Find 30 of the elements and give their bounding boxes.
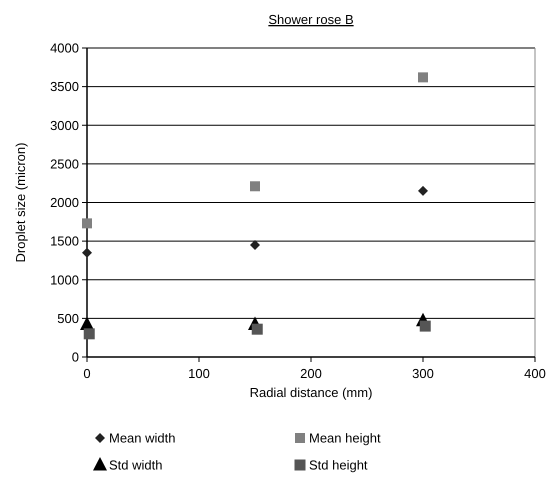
point <box>250 181 260 192</box>
legend-label: Mean height <box>309 430 381 446</box>
point <box>82 218 92 228</box>
y-tick-label: 4000 <box>50 40 79 56</box>
y-tick-label: 500 <box>57 310 79 326</box>
y-tick-label: 1500 <box>50 234 79 249</box>
x-tick-label: 100 <box>188 366 210 381</box>
y-tick-label: 3000 <box>50 118 79 133</box>
point <box>84 328 95 340</box>
legend-label: Mean width <box>109 430 176 446</box>
x-axis-title: Radial distance (mm) <box>250 385 372 400</box>
y-tick-label: 2000 <box>50 195 79 210</box>
point <box>418 186 428 196</box>
point <box>250 240 260 250</box>
legend-label: Std width <box>109 458 162 473</box>
x-tick-label: 0 <box>83 366 91 381</box>
x-tick-label: 400 <box>524 366 546 381</box>
y-tick-label: 2500 <box>50 156 79 172</box>
x-tick-label: 300 <box>412 366 434 381</box>
point <box>82 248 92 258</box>
point <box>252 324 263 335</box>
x-tick-label: 200 <box>300 366 322 381</box>
chart-title: Shower rose B <box>268 12 354 27</box>
y-tick-label: 1000 <box>50 272 79 288</box>
point <box>420 320 431 332</box>
y-tick-label: 0 <box>72 350 79 365</box>
y-axis-title: Droplet size (micron) <box>13 142 28 262</box>
legend-label: Std height <box>309 458 368 473</box>
y-tick-label: 3500 <box>50 79 79 94</box>
point <box>418 72 428 82</box>
